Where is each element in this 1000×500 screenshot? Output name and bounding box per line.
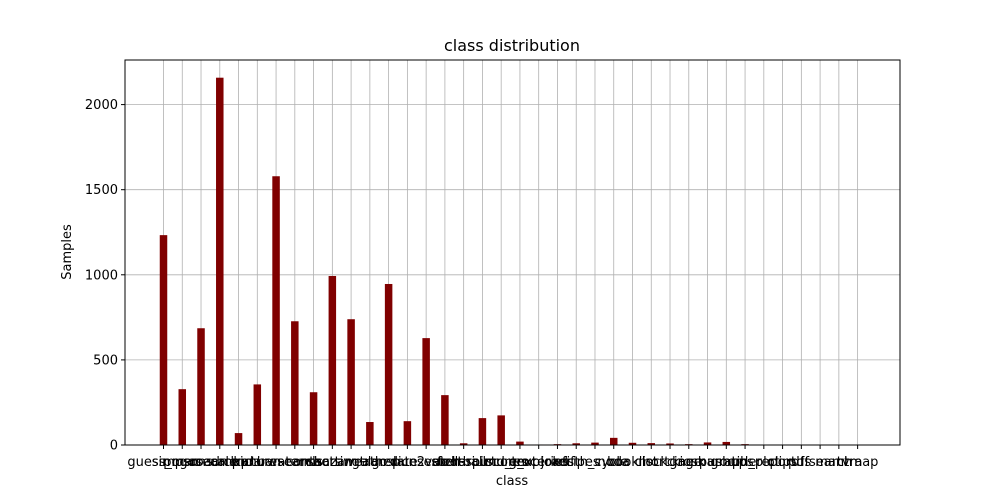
bar-stellarium <box>459 443 468 445</box>
y-tick-label: 1500 <box>85 183 118 198</box>
x-tick-label: mortgage <box>638 455 702 470</box>
x-tick-label: kiosk <box>672 455 706 470</box>
bar-picture_upload <box>516 441 524 445</box>
bar-noda <box>609 437 618 445</box>
x-tick-label: clips <box>768 455 798 470</box>
x-tick-label: mantra <box>815 455 862 470</box>
x-tick-label: weather <box>343 455 397 470</box>
x-tick-label: tidereport <box>731 455 796 470</box>
x-tick-label: footballscores <box>437 455 528 470</box>
y-tick-label: 0 <box>110 439 118 454</box>
x-tick-label: shazam <box>307 455 357 470</box>
y-axis-ticks: 0 500 1000 1500 2000 <box>85 98 125 454</box>
bar-dice2 <box>403 421 412 445</box>
x-tick-label: guess_mac <box>127 455 199 470</box>
x-tick-label: recipes <box>553 455 600 470</box>
x-tick-label: booklist <box>607 455 658 470</box>
x-tick-label: calendar <box>210 455 267 470</box>
x-tick-label: graph_plot <box>710 455 779 470</box>
x-axis-title: class <box>496 474 528 489</box>
bar-translate <box>384 283 393 445</box>
chart-title: class distribution <box>444 36 580 55</box>
bar-guess_mac <box>159 235 168 445</box>
x-tick-label: sortingalgo <box>315 455 388 470</box>
x-tick-label: groceries <box>509 455 569 470</box>
bar-pushups <box>722 441 731 445</box>
x-tick-label: jokes <box>540 455 575 470</box>
plot-frame <box>124 59 901 446</box>
x-tick-label: waterms <box>267 455 323 470</box>
bar-mortgage <box>666 443 674 445</box>
bar-booklist <box>628 442 637 445</box>
x-tick-label: translate <box>360 455 418 470</box>
x-tick-label: clock <box>635 455 669 470</box>
x-tick-label: kanban <box>233 455 281 470</box>
x-tick-label: stellarium <box>431 455 496 470</box>
x-tick-label: noda <box>598 455 630 470</box>
bar-sound_text <box>497 415 505 445</box>
bar-cinemaroom <box>703 442 712 445</box>
y-axis-title: Samples <box>60 224 75 280</box>
y-tick-label: 500 <box>93 353 118 368</box>
x-tick-label: simpsons <box>152 455 213 470</box>
bar-shazam <box>328 275 337 445</box>
x-axis-ticks: guess_macsimpsonspogosearchroadmapcalend… <box>127 445 878 470</box>
bar-clock <box>647 443 656 445</box>
y-tick-label: 2000 <box>85 98 118 113</box>
bars <box>159 77 749 446</box>
x-tick-label: sound_text <box>465 455 537 470</box>
bar-contacts <box>309 392 318 445</box>
bar-pogosearch <box>197 328 205 445</box>
bar-punsearch <box>422 338 430 445</box>
x-tick-label: picturesearch <box>232 455 321 470</box>
bar-recipes <box>572 443 580 445</box>
x-tick-label: fifth_cycle <box>562 455 628 470</box>
y-tick-label: 1000 <box>85 268 118 283</box>
bar-simpsons <box>178 389 187 445</box>
plot-area <box>125 60 900 445</box>
x-tick-label: cinemaroom <box>667 455 748 470</box>
bar-sortingalgo <box>347 319 355 445</box>
bar-weather <box>366 422 374 445</box>
x-tick-label: punsearch <box>392 455 460 470</box>
bar-picturesearch <box>272 176 280 445</box>
bar-fifth_cycle <box>591 442 599 445</box>
x-tick-label: pushups <box>699 455 754 470</box>
x-tick-label: picture_upload <box>472 455 568 470</box>
x-tick-label: contacts <box>286 455 342 470</box>
x-tick-label: tvmap <box>837 455 879 470</box>
bar-waterms <box>291 321 299 445</box>
bar-calendar <box>234 433 243 445</box>
bar-footballscores <box>478 418 487 445</box>
bar-roadmap <box>216 77 224 446</box>
x-tick-label: roadmap <box>191 455 249 470</box>
x-tick-label: dfs <box>792 455 812 470</box>
x-tick-label: pogosearch <box>163 455 239 470</box>
bar-voters <box>441 395 449 445</box>
x-tick-label: voters <box>424 455 465 470</box>
x-tick-label: dice2 <box>390 455 425 470</box>
x-tick-label: pdfsearch <box>788 455 852 470</box>
bar-kanban <box>253 384 262 445</box>
